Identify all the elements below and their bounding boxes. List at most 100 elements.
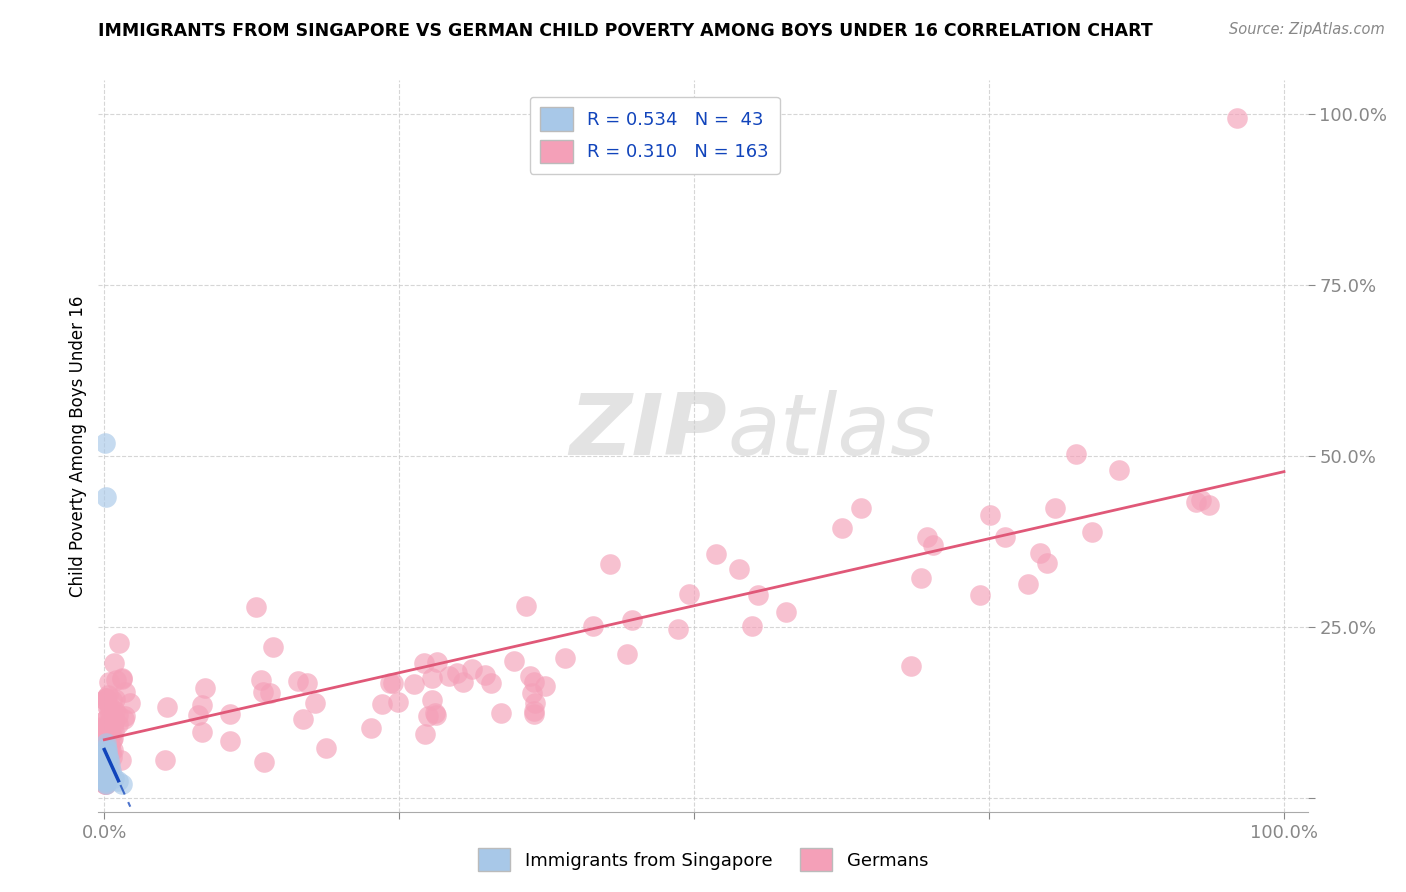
Point <box>105 673 128 688</box>
Point <box>97 740 120 755</box>
Point <box>94 742 117 756</box>
Point <box>678 586 700 600</box>
Point <box>94 691 117 706</box>
Point <box>94 435 117 450</box>
Point <box>94 764 117 779</box>
Point <box>96 694 118 708</box>
Point <box>94 756 117 770</box>
Text: atlas: atlas <box>727 390 935 473</box>
Point <box>98 699 121 714</box>
Point <box>96 721 118 735</box>
Point <box>489 706 512 720</box>
Point <box>1064 447 1087 461</box>
Legend: Immigrants from Singapore, Germans: Immigrants from Singapore, Germans <box>471 841 935 879</box>
Point <box>1198 499 1220 513</box>
Point <box>616 647 638 661</box>
Point <box>94 762 117 776</box>
Point <box>111 777 134 791</box>
Point <box>460 662 482 676</box>
Point <box>155 753 177 767</box>
Point <box>371 697 394 711</box>
Point <box>98 758 121 772</box>
Point <box>101 714 124 729</box>
Point <box>93 725 115 739</box>
Point <box>94 761 117 775</box>
Point <box>418 709 440 723</box>
Point <box>94 729 117 743</box>
Point <box>849 501 872 516</box>
Point <box>94 754 117 768</box>
Point <box>156 700 179 714</box>
Point <box>245 599 267 614</box>
Point <box>103 713 125 727</box>
Point <box>523 704 546 718</box>
Point <box>94 758 117 772</box>
Point <box>425 707 447 722</box>
Point <box>94 775 117 789</box>
Text: Source: ZipAtlas.com: Source: ZipAtlas.com <box>1229 22 1385 37</box>
Point <box>481 676 503 690</box>
Point <box>979 508 1001 522</box>
Point <box>523 706 546 721</box>
Point <box>101 706 124 721</box>
Point <box>94 763 117 777</box>
Point <box>94 764 117 778</box>
Point <box>94 769 117 783</box>
Point <box>360 721 382 735</box>
Point <box>103 724 125 739</box>
Point <box>420 693 443 707</box>
Point <box>112 712 135 726</box>
Point <box>97 715 120 730</box>
Point <box>98 723 121 737</box>
Point <box>100 764 122 778</box>
Point <box>921 538 943 552</box>
Point <box>524 696 547 710</box>
Point <box>423 706 446 720</box>
Point <box>747 588 769 602</box>
Point <box>94 735 117 749</box>
Point <box>94 771 117 785</box>
Point <box>96 740 118 755</box>
Point <box>94 743 117 757</box>
Point <box>100 744 122 758</box>
Point <box>297 675 319 690</box>
Point <box>96 777 118 791</box>
Point <box>107 708 129 723</box>
Point <box>94 720 117 734</box>
Point <box>94 767 117 781</box>
Point <box>741 618 763 632</box>
Point <box>96 736 118 750</box>
Point <box>97 734 120 748</box>
Point <box>100 714 122 728</box>
Point <box>98 674 121 689</box>
Point <box>515 599 537 614</box>
Point <box>97 727 120 741</box>
Point <box>104 692 127 706</box>
Point <box>94 736 117 750</box>
Point <box>915 530 938 544</box>
Point <box>96 738 118 752</box>
Point <box>900 659 922 673</box>
Point <box>451 675 474 690</box>
Point <box>94 772 117 786</box>
Point <box>93 777 115 791</box>
Point <box>110 753 132 767</box>
Point <box>94 756 117 770</box>
Point <box>96 742 118 756</box>
Point <box>474 668 496 682</box>
Point <box>910 571 932 585</box>
Point <box>94 756 117 771</box>
Point <box>98 754 121 768</box>
Point <box>1029 546 1052 560</box>
Point <box>534 679 557 693</box>
Point <box>219 706 242 721</box>
Point <box>831 520 853 534</box>
Point <box>94 693 117 707</box>
Point <box>107 774 129 789</box>
Point <box>98 730 121 744</box>
Point <box>101 719 124 733</box>
Point <box>94 760 117 774</box>
Point <box>292 712 315 726</box>
Point <box>387 695 409 709</box>
Point <box>519 668 541 682</box>
